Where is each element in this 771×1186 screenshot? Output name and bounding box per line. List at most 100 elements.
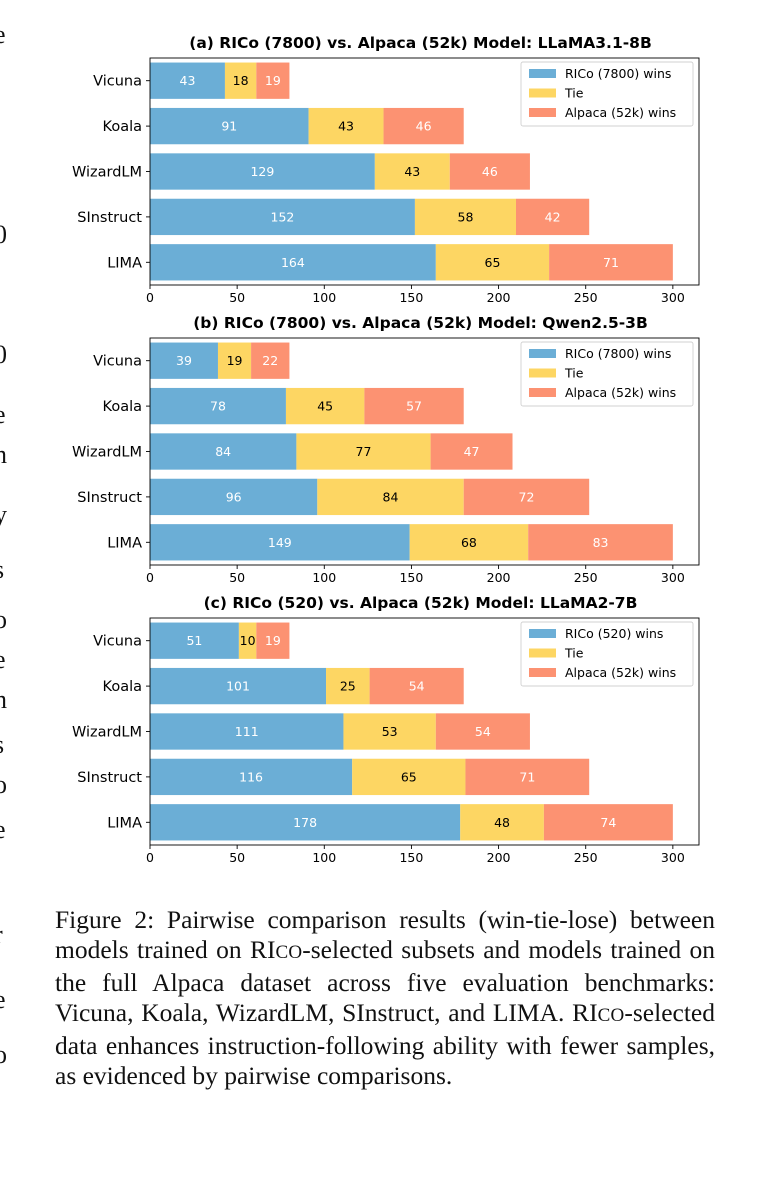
legend-label: Alpaca (52k) wins [565, 105, 676, 120]
chart-panel-2: (b) RICo (7800) vs. Alpaca (52k) Model: … [72, 314, 700, 585]
bar-segment [150, 804, 461, 841]
bar-value-label: 42 [545, 209, 561, 224]
chart-panel-3: (c) RICo (520) vs. Alpaca (52k) Model: L… [72, 594, 700, 865]
edge-glyph: e [0, 815, 6, 845]
bar-segment [150, 524, 410, 561]
chart-title: (b) RICo (7800) vs. Alpaca (52k) Model: … [193, 314, 648, 332]
edge-glyph: n [0, 440, 7, 469]
legend-swatch [529, 69, 556, 78]
bar-value-label: 101 [226, 679, 250, 694]
bar-value-label: 96 [226, 489, 242, 504]
bar-value-label: 91 [221, 119, 237, 134]
bar-value-label: 54 [409, 679, 425, 694]
bar-segment [285, 387, 365, 425]
x-tick-label: 100 [312, 570, 336, 585]
bar-segment [317, 478, 464, 516]
bar-segment [150, 342, 218, 379]
bar-segment [150, 387, 286, 425]
bar-value-label: 48 [494, 815, 510, 830]
bar-segment [150, 62, 225, 99]
bar-segment [463, 478, 590, 516]
bar-segment [296, 433, 431, 470]
bar-segment [308, 107, 384, 145]
x-tick-label: 250 [574, 850, 598, 865]
bar-value-label: 72 [519, 489, 535, 504]
bar-segment [352, 758, 466, 796]
bar-segment [150, 478, 318, 516]
bar-segment [150, 713, 344, 750]
bar-segment [238, 622, 257, 659]
bar-segment [465, 758, 590, 796]
bar-value-label: 53 [382, 724, 398, 739]
bar-segment [435, 244, 550, 281]
category-tick-label: LIMA [107, 535, 142, 551]
bar-segment [374, 153, 450, 190]
category-tick-label: Koala [103, 119, 142, 135]
edge-glyph: e [0, 20, 6, 50]
caption-suffix: -selected data enhances instruction-foll… [55, 998, 715, 1090]
category-tick-label: SInstruct [77, 770, 142, 786]
bar-value-label: 57 [406, 399, 422, 414]
bar-segment [383, 107, 464, 145]
chart-title: (c) RICo (520) vs. Alpaca (52k) Model: L… [204, 594, 638, 612]
x-tick-label: 150 [399, 850, 423, 865]
edge-glyph: s [0, 730, 4, 760]
bar-value-label: 74 [600, 815, 616, 830]
bar-value-label: 18 [233, 73, 249, 88]
bar-value-label: 54 [475, 724, 491, 739]
legend-swatch [529, 629, 556, 638]
axes-frame [149, 57, 700, 286]
edge-glyph: r [0, 920, 3, 950]
x-tick-label: 0 [146, 290, 154, 305]
bar-segment [150, 244, 436, 281]
legend-swatch [529, 388, 556, 397]
bar-segment [150, 433, 297, 470]
bar-value-label: 68 [461, 535, 477, 550]
edge-glyph: o [0, 770, 7, 799]
category-tick-label: SInstruct [77, 210, 142, 226]
bar-segment [150, 107, 309, 145]
x-tick-label: 50 [229, 570, 245, 585]
bar-segment [326, 667, 370, 705]
bar-segment [256, 622, 290, 659]
bar-segment [150, 667, 327, 705]
bar-segment [414, 198, 516, 236]
x-tick-label: 0 [146, 850, 154, 865]
edge-glyph: o [0, 1040, 7, 1069]
x-tick-label: 200 [487, 570, 511, 585]
legend-box [520, 341, 694, 407]
legend-box [520, 621, 694, 687]
bar-segment [528, 524, 673, 561]
x-tick-label: 0 [146, 570, 154, 585]
legend-label: RICo (7800) wins [565, 66, 671, 81]
bar-value-label: 47 [464, 444, 480, 459]
bar-value-label: 65 [485, 255, 501, 270]
chart-title: (a) RICo (7800) vs. Alpaca (52k) Model: … [189, 34, 652, 52]
legend-swatch [529, 88, 556, 98]
x-tick-label: 300 [661, 850, 685, 865]
x-tick-label: 150 [399, 570, 423, 585]
legend-label: Tie [564, 86, 584, 101]
bar-value-label: 43 [338, 119, 354, 134]
bar-segment [256, 62, 290, 99]
legend-swatch [529, 368, 556, 378]
category-tick-label: Vicuna [93, 354, 142, 370]
bar-value-label: 77 [356, 444, 372, 459]
bar-value-label: 19 [227, 353, 243, 368]
bar-value-label: 111 [235, 724, 259, 739]
bar-value-label: 58 [458, 209, 474, 224]
category-tick-label: Vicuna [93, 634, 142, 650]
legend-swatch [529, 648, 556, 658]
category-tick-label: WizardLM [72, 445, 142, 461]
edge-glyph: e [0, 400, 6, 430]
bar-value-label: 19 [265, 73, 281, 88]
bar-value-label: 78 [210, 399, 226, 414]
bar-segment [150, 198, 415, 236]
bar-value-label: 152 [271, 209, 295, 224]
category-tick-label: SInstruct [77, 490, 142, 506]
edge-glyph: n [0, 685, 7, 714]
figure-caption: Figure 2: Pairwise comparison results (w… [55, 905, 715, 1091]
caption-rico-smallcaps-2: CO [597, 1005, 625, 1026]
category-tick-label: WizardLM [72, 165, 142, 181]
bar-value-label: 149 [268, 535, 292, 550]
